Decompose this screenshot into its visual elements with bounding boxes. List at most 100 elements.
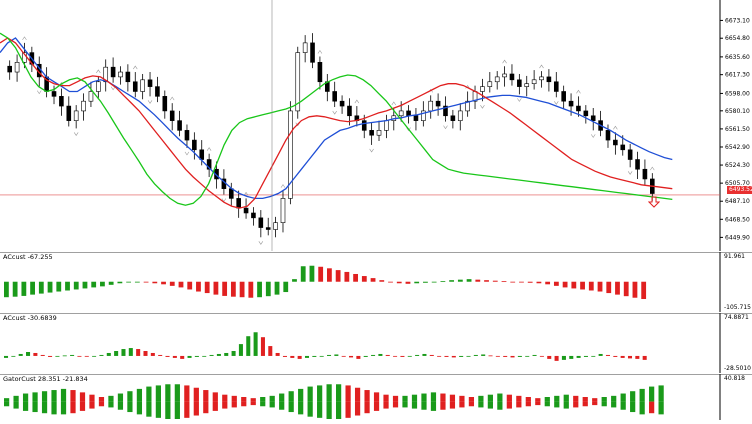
histogram-bar (213, 281, 219, 295)
gator-bar (478, 395, 484, 402)
candle-body (251, 212, 256, 219)
gator-bar (620, 393, 626, 402)
histogram-bar (196, 281, 201, 292)
candle-body (88, 91, 94, 102)
histogram-bar (304, 355, 310, 358)
gator-bar (402, 395, 408, 402)
gator-bar (535, 401, 541, 406)
gator-bar (117, 401, 124, 410)
histogram-bar (239, 281, 245, 298)
candle-body (310, 42, 315, 63)
histogram-bar (495, 355, 500, 357)
candle (583, 105, 589, 124)
fractal-down-marker (554, 101, 559, 105)
fractal-down-marker (36, 90, 42, 95)
histogram-bar (613, 355, 618, 357)
gator-bar (383, 401, 389, 409)
histogram-bar (312, 355, 317, 357)
candle-body (487, 81, 493, 87)
indicator-panel-gator[interactable]: GatorCust 28.351 -21.834 40.818 (0, 373, 752, 420)
histogram-bar (632, 281, 638, 298)
histogram-bar (4, 281, 9, 298)
candle-body (7, 65, 12, 73)
candle-body (494, 76, 500, 83)
candle-body (140, 79, 145, 92)
histogram-bar (152, 281, 158, 284)
histogram-bar (385, 354, 390, 356)
gator-bar (317, 401, 323, 418)
gator-bar (127, 391, 133, 402)
histogram-bar (216, 353, 221, 356)
gator-bar (155, 401, 161, 418)
candle-body (118, 71, 123, 78)
axis-bottom-label: -28.5010 (724, 365, 751, 372)
candlestick-chart[interactable]: 6673.10 6654.80 6635.60 6617.30 6598.00 6580.… (0, 0, 752, 251)
candle (517, 73, 522, 95)
axis-tick-label: 6505.70 (725, 180, 750, 187)
candle (465, 91, 470, 117)
gator-bar (89, 394, 95, 402)
gator-bar (516, 401, 522, 408)
histogram-bar (598, 353, 603, 356)
gator-bar (22, 393, 29, 402)
gator-bar (611, 395, 617, 402)
candle (251, 207, 256, 226)
main-price-chart[interactable]: 6673.10 6654.80 6635.60 6617.30 6598.00 6580.… (0, 0, 752, 251)
indicator-panel-ac-2[interactable]: ACcust -30.6839 74.8871 -28.5010 (0, 312, 752, 373)
gator-histogram[interactable] (0, 373, 752, 420)
gator-bar (146, 401, 152, 417)
gator-bar (364, 401, 370, 414)
gator-bar (430, 401, 437, 411)
candle (450, 109, 456, 129)
histogram-bar (128, 348, 133, 356)
gator-bar (250, 401, 256, 406)
gator-bar (497, 401, 503, 410)
histogram-bar (136, 349, 141, 356)
gator-bar (22, 401, 29, 411)
candle-body (369, 130, 374, 136)
gator-bar (79, 401, 86, 411)
gator-bar (506, 394, 512, 402)
histogram-bar (82, 281, 88, 289)
candle (576, 96, 581, 117)
gator-bar (506, 401, 512, 409)
candle (598, 110, 603, 137)
axis-tick-label: 6468.50 (725, 216, 750, 223)
indicator-panel-ac-1[interactable]: ACcust -67.255 91.961 -105.715 (0, 251, 752, 312)
candle (406, 105, 411, 124)
fractal-up-marker (539, 64, 544, 69)
candle-body (280, 198, 286, 223)
gator-bar (250, 398, 256, 402)
candle (627, 143, 633, 168)
histogram-bar (475, 279, 481, 282)
candle-body (361, 120, 367, 131)
histogram-bar (623, 281, 629, 297)
candle-body (450, 115, 456, 121)
fractal-up-marker (169, 96, 175, 101)
candle (51, 85, 57, 105)
candle-body (228, 188, 234, 199)
fractal-down-marker (627, 171, 633, 175)
gator-bar (620, 401, 626, 410)
histogram-bar (525, 355, 530, 357)
gator-bar (516, 395, 522, 402)
gator-bar (658, 401, 664, 415)
histogram-bar (297, 355, 302, 359)
candle-body (155, 86, 160, 97)
candle-body (66, 105, 72, 121)
gator-bar (345, 401, 351, 418)
ac-histogram[interactable] (0, 312, 752, 373)
gator-bar (449, 401, 456, 409)
gator-bar (231, 395, 237, 402)
candle-body (14, 62, 20, 73)
gator-bar (611, 401, 617, 408)
ac-histogram[interactable] (0, 251, 752, 312)
axis-tick-label: 6524.30 (725, 162, 750, 169)
gator-bar (573, 401, 579, 408)
gator-bar (354, 387, 361, 402)
histogram-bar (580, 281, 585, 290)
candle (243, 198, 249, 219)
histogram-bar (344, 271, 350, 282)
gator-bar (260, 401, 266, 407)
candle (192, 132, 197, 160)
